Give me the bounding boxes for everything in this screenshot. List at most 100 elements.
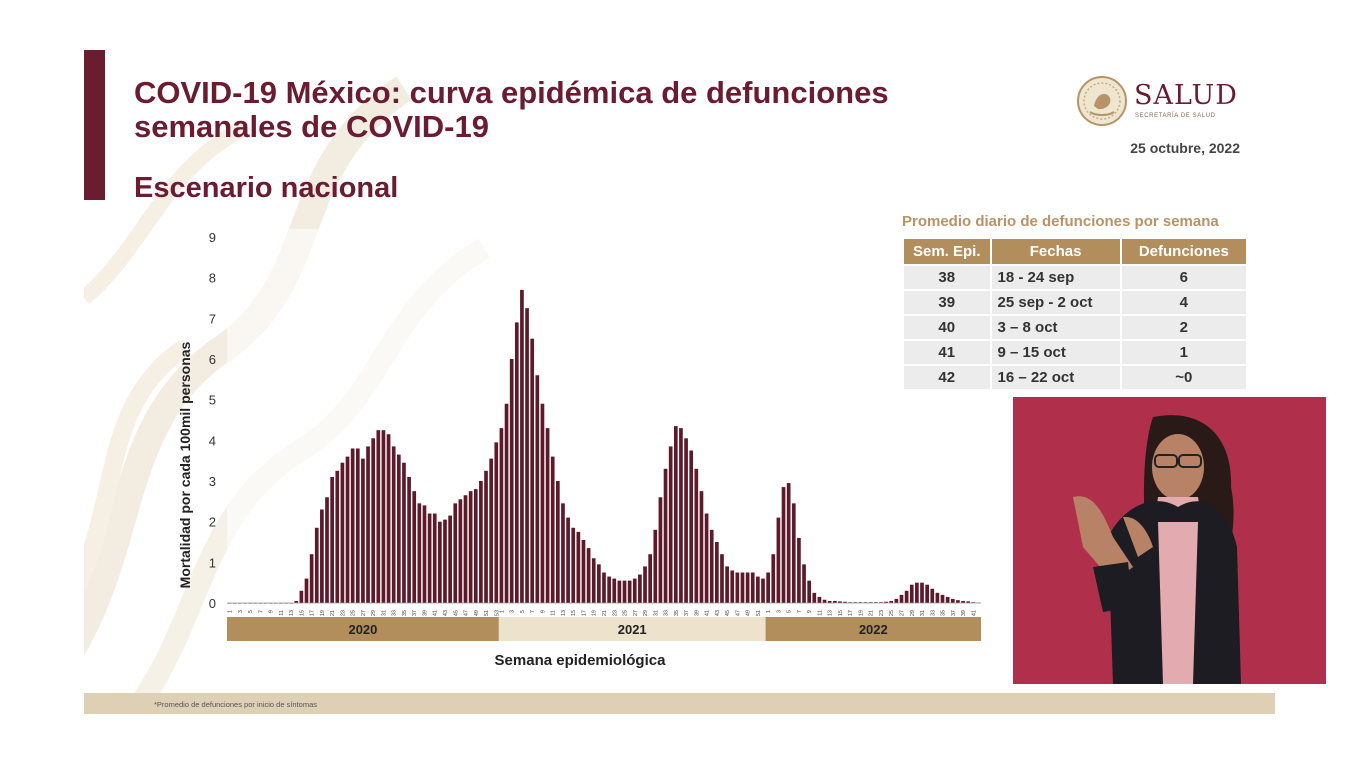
bar-week-2020-20 — [325, 497, 329, 603]
table-row: 40 3 – 8 oct 2 — [902, 314, 1249, 341]
bar-week-2020-51 — [484, 470, 488, 603]
x-tick-label: 53 — [494, 610, 500, 616]
bar-week-2021-13 — [561, 503, 565, 603]
bar-week-2021-50 — [750, 572, 755, 603]
x-tick-label: 3 — [776, 610, 782, 613]
x-tick-label: 39 — [694, 610, 700, 616]
x-tick-label: 27 — [633, 610, 639, 616]
x-tick-label: 25 — [889, 610, 895, 616]
bar-week-2020-33 — [391, 446, 396, 603]
bar-week-2020-29 — [371, 438, 376, 603]
x-tick-label: 19 — [592, 610, 598, 616]
bar-week-2022-33 — [930, 588, 935, 603]
dates-cell: 3 – 8 oct — [989, 314, 1122, 341]
y-tick-label: 2 — [209, 515, 216, 530]
bar-week-2020-23 — [340, 462, 345, 603]
x-tick-label: 39 — [961, 610, 967, 616]
x-tick-label: 23 — [340, 610, 346, 616]
bar-week-2022-41 — [971, 602, 976, 603]
bar-week-2021-37 — [684, 438, 688, 603]
x-tick-label: 11 — [279, 610, 285, 616]
bar-week-2021-22 — [607, 576, 611, 603]
x-tick-label: 29 — [643, 610, 649, 616]
bar-week-2020-27 — [361, 458, 365, 603]
bar-week-2020-50 — [479, 481, 483, 603]
x-tick-label: 7 — [530, 610, 536, 613]
x-tick-label: 15 — [838, 610, 844, 616]
x-tick-label: 35 — [941, 610, 947, 616]
bar-week-2020-24 — [345, 456, 350, 603]
deaths-table-title: Promedio diario de defunciones por seman… — [902, 213, 1219, 230]
table-row: 41 9 – 15 oct 1 — [902, 339, 1249, 366]
bar-week-2020-26 — [355, 448, 360, 603]
x-tick-label: 51 — [756, 610, 762, 616]
x-tick-label: 5 — [248, 610, 254, 613]
bar-week-2021-9 — [540, 403, 545, 603]
x-tick-label: 19 — [320, 610, 326, 616]
bar-week-2022-27 — [899, 594, 904, 603]
footnote: *Promedio de defunciones por inicio de s… — [154, 700, 318, 709]
x-tick-label: 17 — [581, 610, 587, 616]
bar-week-2022-18 — [853, 602, 858, 603]
x-tick-label: 27 — [900, 610, 906, 616]
bar-week-2022-31 — [920, 582, 924, 603]
y-tick-label: 5 — [209, 393, 216, 408]
y-tick-label: 7 — [209, 311, 216, 326]
bar-week-2020-21 — [330, 476, 334, 603]
x-tick-label: 43 — [715, 610, 721, 616]
bar-week-2020-37 — [412, 491, 417, 603]
bar-week-2021-26 — [627, 580, 632, 603]
x-tick-label: 5 — [787, 610, 793, 613]
bar-week-2022-28 — [904, 590, 909, 603]
x-tick-label: 33 — [664, 610, 670, 616]
x-tick-label: 31 — [653, 610, 659, 616]
bar-week-2020-22 — [335, 470, 340, 603]
bar-week-2022-1 — [766, 572, 770, 603]
bar-week-2022-3 — [776, 517, 781, 603]
dates-cell: 18 - 24 sep — [989, 264, 1122, 291]
bar-week-2020-42 — [438, 521, 442, 603]
bar-week-2020-38 — [417, 503, 422, 603]
x-tick-label: 1 — [228, 610, 234, 613]
interpreter-figure — [1013, 397, 1326, 684]
bar-week-2022-36 — [945, 596, 950, 603]
bar-week-2022-37 — [950, 598, 955, 603]
bar-week-2021-19 — [591, 558, 596, 603]
bar-week-2020-25 — [350, 448, 355, 603]
bar-week-2022-5 — [786, 483, 791, 603]
bar-week-2021-18 — [586, 548, 591, 603]
bar-week-2021-25 — [622, 580, 627, 603]
year-label: 2022 — [859, 622, 888, 637]
bar-week-2022-6 — [791, 503, 796, 603]
bar-week-2022-20 — [863, 602, 868, 603]
week-cell: 40 — [902, 314, 992, 341]
salud-logo — [1077, 76, 1127, 126]
bar-week-2022-23 — [879, 602, 883, 603]
bar-week-2021-24 — [617, 580, 622, 603]
bar-week-2022-40 — [966, 601, 971, 603]
footer-band — [84, 693, 1275, 714]
bar-week-2021-27 — [632, 578, 637, 603]
sign-language-interpreter-video — [1013, 397, 1326, 684]
bar-week-2021-28 — [638, 574, 642, 603]
bar-week-2021-23 — [612, 578, 617, 603]
dates-cell: 9 – 15 oct — [989, 339, 1122, 366]
bar-week-2020-45 — [453, 503, 458, 603]
week-cell: 42 — [902, 364, 992, 391]
bar-week-2022-21 — [868, 602, 873, 603]
x-tick-label: 23 — [612, 610, 618, 616]
deaths-cell: 2 — [1119, 314, 1249, 341]
bar-week-2020-35 — [402, 462, 406, 603]
bar-week-2020-34 — [396, 454, 401, 603]
x-tick-label: 31 — [381, 610, 387, 616]
x-tick-label: 3 — [510, 610, 516, 613]
x-tick-label: 1 — [766, 610, 772, 613]
year-band-2020 — [227, 617, 499, 641]
salud-logo-text: SALUD — [1134, 80, 1238, 111]
bar-week-2020-41 — [432, 513, 437, 603]
bar-week-2021-49 — [745, 572, 750, 603]
bar-week-2020-17 — [309, 554, 314, 603]
x-tick-label: 37 — [684, 610, 690, 616]
x-tick-label: 35 — [402, 610, 408, 616]
